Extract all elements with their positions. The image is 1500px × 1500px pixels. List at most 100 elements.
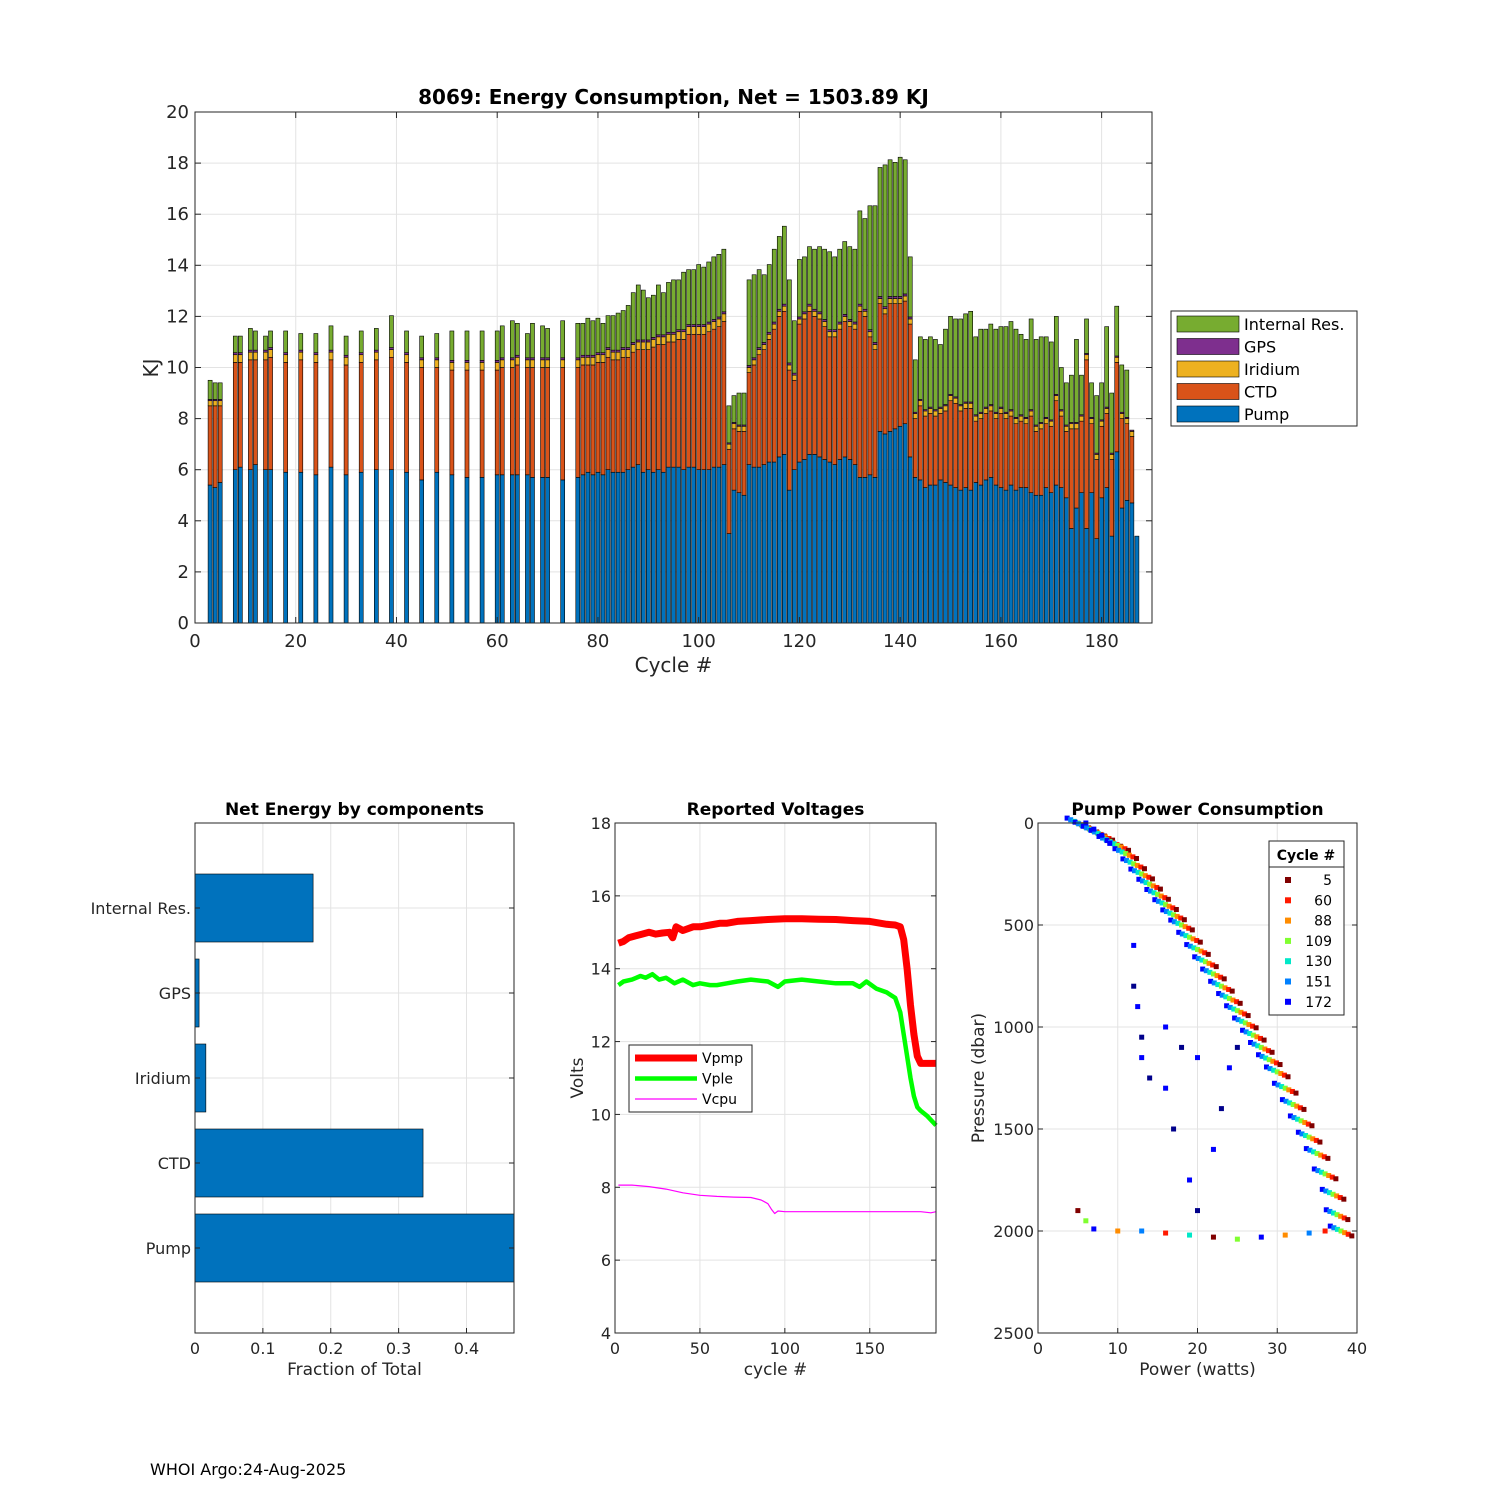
legend: Vpmp Vple Vcpu bbox=[628, 1044, 753, 1113]
scatter-point bbox=[1238, 1009, 1244, 1015]
scatter-point bbox=[1222, 985, 1228, 991]
bar-segment-iridium bbox=[610, 351, 616, 361]
bar-segment-ctd bbox=[928, 413, 933, 486]
bar-segment-ctd bbox=[1048, 425, 1054, 493]
bar-segment-gps bbox=[661, 334, 666, 338]
bar-segment-pump bbox=[263, 469, 268, 624]
scatter-point bbox=[1210, 1234, 1216, 1240]
bar-segment-pump bbox=[756, 466, 762, 624]
scatter-point bbox=[1309, 1123, 1315, 1129]
y-tick-label: 10 bbox=[591, 1105, 611, 1124]
scatter-point bbox=[1310, 1136, 1316, 1142]
bar-segment-gps bbox=[696, 324, 701, 327]
scatter-point bbox=[1163, 1230, 1169, 1236]
bar-segment-ctd bbox=[746, 372, 752, 465]
scatter-point bbox=[1291, 1115, 1297, 1121]
bar-segment-iridium bbox=[313, 354, 319, 363]
bar-segment-gps bbox=[635, 339, 641, 343]
legend-label: 60 bbox=[1314, 893, 1332, 909]
bar-segment-pump bbox=[590, 474, 596, 624]
bar-segment-iridium bbox=[464, 362, 470, 371]
bar-segment-ctd bbox=[827, 336, 832, 463]
bar-segment-internal-res- bbox=[1038, 336, 1044, 423]
bar-segment-internal-res- bbox=[756, 269, 762, 348]
scatter-point bbox=[1195, 946, 1200, 952]
bar-segment-ctd bbox=[938, 413, 943, 481]
bar-segment-internal-res- bbox=[983, 328, 989, 408]
bar-segment-iridium bbox=[761, 344, 767, 350]
bar-segment-gps bbox=[646, 339, 651, 343]
legend-marker bbox=[1285, 917, 1291, 924]
bar-segment-iridium bbox=[1089, 418, 1094, 425]
legend-label: 109 bbox=[1305, 934, 1332, 950]
bar-segment-ctd bbox=[620, 356, 626, 473]
bar-segment-internal-res- bbox=[847, 246, 853, 320]
bar-segment-internal-res- bbox=[1053, 316, 1059, 395]
bar-segment-ctd bbox=[651, 346, 656, 473]
bar-segment-gps bbox=[232, 352, 238, 356]
bar-segment-ctd bbox=[812, 316, 817, 455]
y-tick-label: 14 bbox=[591, 960, 611, 979]
scatter-point bbox=[1166, 903, 1172, 909]
bar-segment-pump bbox=[1079, 492, 1084, 624]
bar-segment-ctd bbox=[1069, 428, 1074, 529]
bar-segment-ctd bbox=[867, 336, 873, 476]
bar-segment-pump bbox=[610, 471, 616, 624]
bar-segment-iridium bbox=[958, 405, 963, 412]
scatter-point bbox=[1295, 1129, 1301, 1135]
bar-segment-gps bbox=[847, 319, 853, 322]
bar-segment-internal-res- bbox=[1023, 339, 1029, 418]
bar-segment-pump bbox=[1094, 538, 1099, 624]
legend-marker bbox=[1285, 958, 1291, 965]
bar-segment-iridium bbox=[766, 333, 772, 340]
series-line-vple bbox=[617, 971, 938, 1127]
bar-segment-iridium bbox=[691, 326, 696, 335]
bar-segment-pump bbox=[374, 469, 379, 624]
scatter-point bbox=[1226, 986, 1232, 992]
bar-segment-pump bbox=[1099, 497, 1104, 624]
bar-segment-ctd bbox=[1038, 428, 1044, 496]
bar-segment-pump bbox=[736, 492, 742, 624]
bar-segment-gps bbox=[268, 347, 273, 350]
bar-segment-pump bbox=[978, 484, 984, 624]
bar-segment-gps bbox=[807, 303, 812, 307]
bar-segment-internal-res- bbox=[746, 279, 752, 366]
y-tick-label: 500 bbox=[1003, 916, 1034, 935]
scatter-point bbox=[1150, 883, 1156, 889]
bar-segment-iridium bbox=[232, 354, 238, 363]
bar-segment-ctd bbox=[1079, 420, 1084, 493]
bar-segment-pump bbox=[822, 459, 827, 624]
scatter-point bbox=[1273, 1060, 1279, 1066]
scatter-point bbox=[1230, 997, 1236, 1003]
scatter-point bbox=[1307, 1147, 1313, 1153]
bar-segment-ctd bbox=[671, 341, 676, 468]
bar-segment-internal-res- bbox=[1018, 333, 1024, 416]
bar-segment-iridium bbox=[389, 349, 394, 358]
bar-segment-gps bbox=[781, 303, 787, 307]
y-tick-label: 0 bbox=[178, 613, 189, 634]
bar-segment-gps bbox=[419, 357, 424, 361]
bar-segment-pump bbox=[917, 479, 923, 624]
bar-segment-ctd bbox=[661, 344, 666, 473]
scatter-point bbox=[1165, 896, 1171, 902]
bar-segment-gps bbox=[298, 349, 304, 353]
bar-segment-ctd bbox=[1043, 423, 1049, 488]
bar-segment-ctd bbox=[595, 362, 601, 473]
scatter-point bbox=[1215, 982, 1221, 988]
bar-segment-ctd bbox=[822, 326, 827, 460]
bar-segment-internal-res- bbox=[212, 382, 218, 400]
bar-segment-internal-res- bbox=[812, 248, 817, 310]
bar-segment-pump bbox=[998, 487, 1004, 624]
bar-segment-gps bbox=[852, 321, 858, 325]
scatter-point bbox=[1269, 1049, 1275, 1055]
legend-label: 151 bbox=[1305, 975, 1332, 991]
bar-segment-ctd bbox=[736, 431, 742, 493]
x-tick-label: 20 bbox=[1187, 1339, 1207, 1358]
scatter-point bbox=[1179, 922, 1185, 928]
bar-segment-gps bbox=[560, 357, 566, 361]
bar-segment-gps bbox=[525, 357, 530, 361]
scatter-point bbox=[1240, 1027, 1246, 1033]
bar-segment-iridium bbox=[494, 362, 500, 371]
scatter-point bbox=[1271, 1080, 1277, 1086]
bar-segment-ctd bbox=[449, 369, 455, 476]
